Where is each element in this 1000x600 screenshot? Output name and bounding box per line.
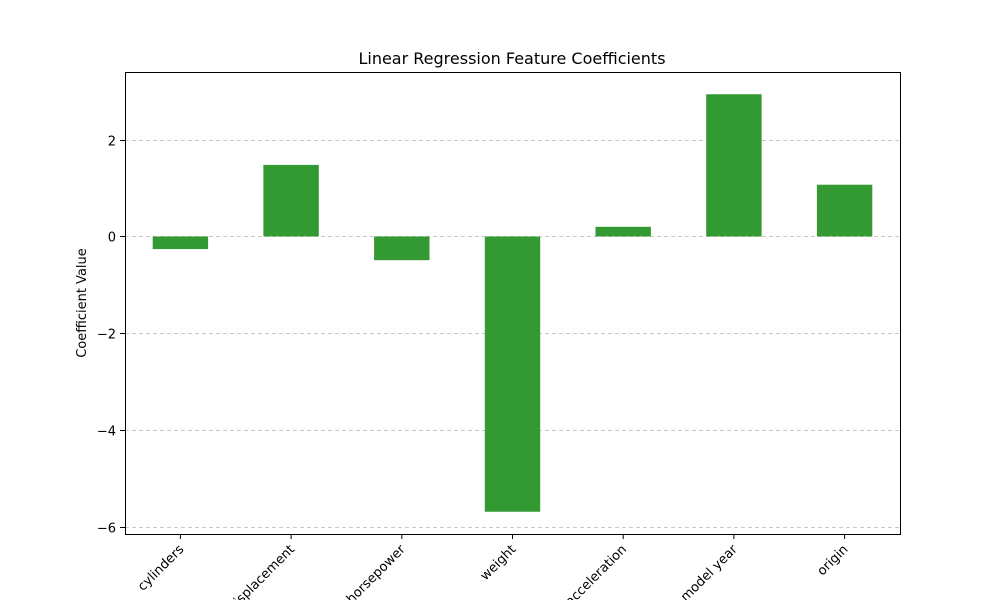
bar-model-year bbox=[706, 94, 762, 237]
bars bbox=[152, 94, 873, 512]
axes-frame bbox=[125, 72, 901, 535]
chart-title: Linear Regression Feature Coefficients bbox=[358, 49, 665, 68]
x-tick-label: cylinders bbox=[135, 542, 187, 594]
y-axis-ticks: −6 −4 −2 0 2 bbox=[97, 135, 125, 537]
x-axis-ticks: cylinders displacement horsepower weight acc… bbox=[135, 534, 851, 600]
bar-acceleration bbox=[595, 226, 651, 237]
bar-cylinders bbox=[152, 236, 209, 250]
bar-origin bbox=[816, 184, 873, 237]
x-tick-label: horsepower bbox=[344, 542, 409, 600]
y-axis-label: Coefficient Value bbox=[75, 248, 90, 358]
y-tick-label: −2 bbox=[97, 328, 116, 343]
bar-weight bbox=[484, 236, 541, 512]
y-tick-label: 0 bbox=[108, 231, 116, 246]
x-tick-label: displacement bbox=[225, 542, 298, 600]
x-tick-label: model year bbox=[678, 542, 741, 600]
x-tick-label: origin bbox=[815, 542, 852, 579]
y-tick-label: 2 bbox=[108, 135, 116, 150]
bar-horsepower bbox=[374, 236, 430, 261]
y-tick-label: −6 bbox=[97, 522, 116, 537]
y-tick-label: −4 bbox=[97, 425, 116, 440]
bar-displacement bbox=[263, 164, 319, 237]
x-tick-label: acceleration bbox=[563, 542, 630, 600]
x-tick-label: weight bbox=[478, 542, 520, 584]
